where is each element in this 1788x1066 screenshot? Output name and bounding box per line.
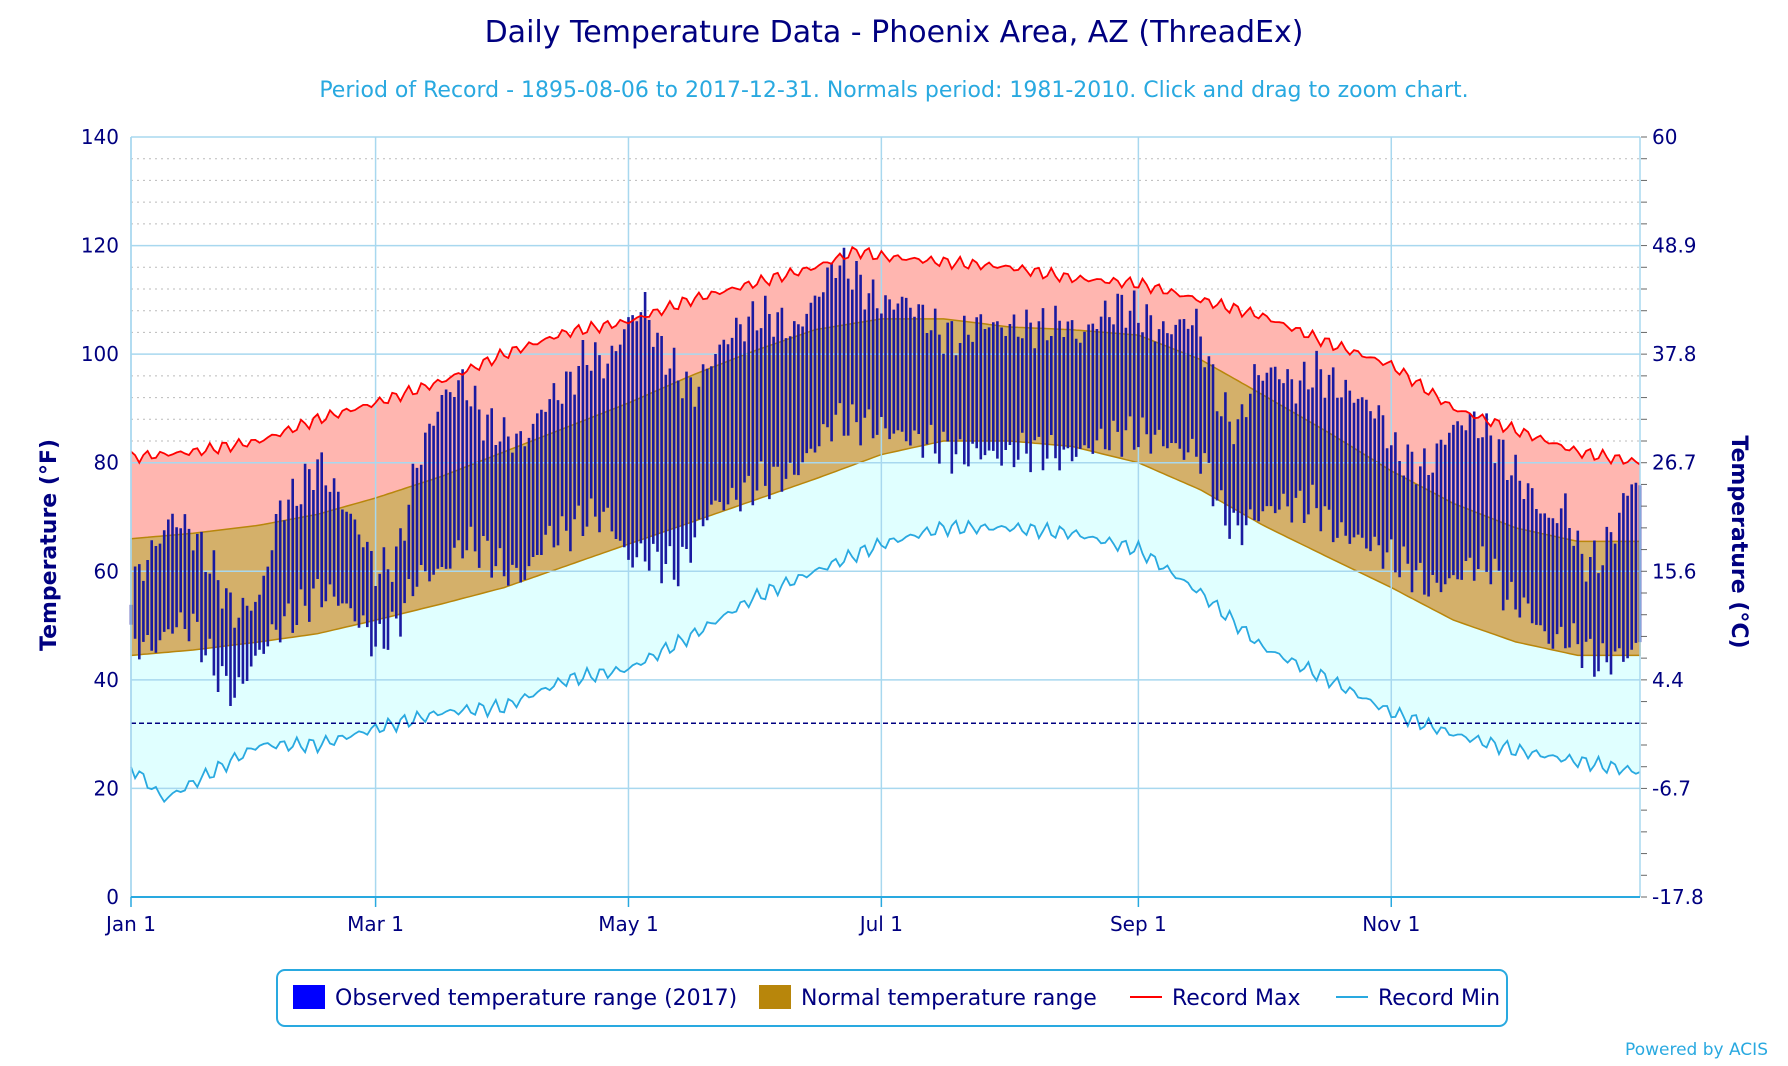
y-tick-label-right: 4.4 (1652, 668, 1684, 692)
y-tick-label-right: -17.8 (1652, 885, 1704, 909)
y-tick-label-left: 120 (81, 234, 119, 258)
y-tick-label-left: 60 (94, 559, 119, 583)
y-tick-label-left: 80 (94, 451, 119, 475)
record-min-line[interactable] (130, 519, 1641, 804)
y-axis-title-left: Temperature (°F) (37, 439, 62, 651)
legend-item-normal[interactable]: Normal temperature range (759, 985, 1097, 1011)
chart-title: Daily Temperature Data - Phoenix Area, A… (485, 15, 1304, 50)
legend-item-observed[interactable]: Observed temperature range (2017) (293, 985, 737, 1011)
legend-label: Record Max (1172, 986, 1301, 1011)
legend-swatch (759, 985, 791, 1009)
record-min-band (131, 441, 1640, 802)
y-axis-title-right: Temperature (°C) (1726, 435, 1751, 648)
plot-area[interactable] (129, 136, 1642, 898)
y-tick-label-left: 20 (94, 776, 119, 800)
record-max-band (131, 247, 1640, 542)
y-tick-label-right: 15.6 (1652, 559, 1697, 583)
observed-range-bars[interactable] (129, 247, 1642, 706)
right-y-axis: 60 48.9 37.8 26.7 15.6 4.4 -6.7 -17.8 (1641, 125, 1704, 909)
x-axis: Jan 1 Mar 1 May 1 Jul 1 Sep 1 Nov 1 (104, 897, 1420, 936)
legend-label: Record Min (1378, 986, 1500, 1011)
y-tick-label-left: 40 (94, 668, 119, 692)
credit-link[interactable]: Powered by ACIS (1625, 1040, 1768, 1060)
x-tick-label: May 1 (598, 912, 658, 936)
chart-subtitle: Period of Record - 1895-08-06 to 2017-12… (319, 78, 1468, 103)
y-tick-label-right: 26.7 (1652, 451, 1697, 475)
x-tick-label: Mar 1 (347, 912, 404, 936)
legend-item-recmax[interactable]: Record Max (1130, 986, 1301, 1011)
chart-legend[interactable]: Observed temperature range (2017) Normal … (276, 969, 1508, 1027)
y-tick-label-left: 0 (106, 885, 119, 909)
legend-box (276, 969, 1508, 1027)
y-tick-label-left: 100 (81, 342, 119, 366)
y-tick-label-right: 60 (1652, 125, 1677, 149)
below-record-min (131, 520, 1640, 897)
legend-label: Normal temperature range (801, 986, 1097, 1011)
x-tick-label: Jul 1 (858, 912, 903, 936)
y-tick-label-right: 37.8 (1652, 342, 1697, 366)
record-max-line[interactable] (130, 245, 1641, 466)
legend-swatch (293, 985, 325, 1009)
y-tick-label-right: 48.9 (1652, 234, 1697, 258)
y-tick-label-left: 140 (81, 125, 119, 149)
x-tick-label: Jan 1 (104, 912, 156, 936)
legend-label: Observed temperature range (2017) (335, 986, 737, 1011)
left-y-axis: 0 20 40 60 80 100 120 140 (81, 125, 119, 909)
y-tick-label-right: -6.7 (1652, 776, 1691, 800)
legend-item-recmin[interactable]: Record Min (1336, 986, 1500, 1011)
x-tick-label: Nov 1 (1362, 912, 1420, 936)
x-tick-label: Sep 1 (1110, 912, 1167, 936)
